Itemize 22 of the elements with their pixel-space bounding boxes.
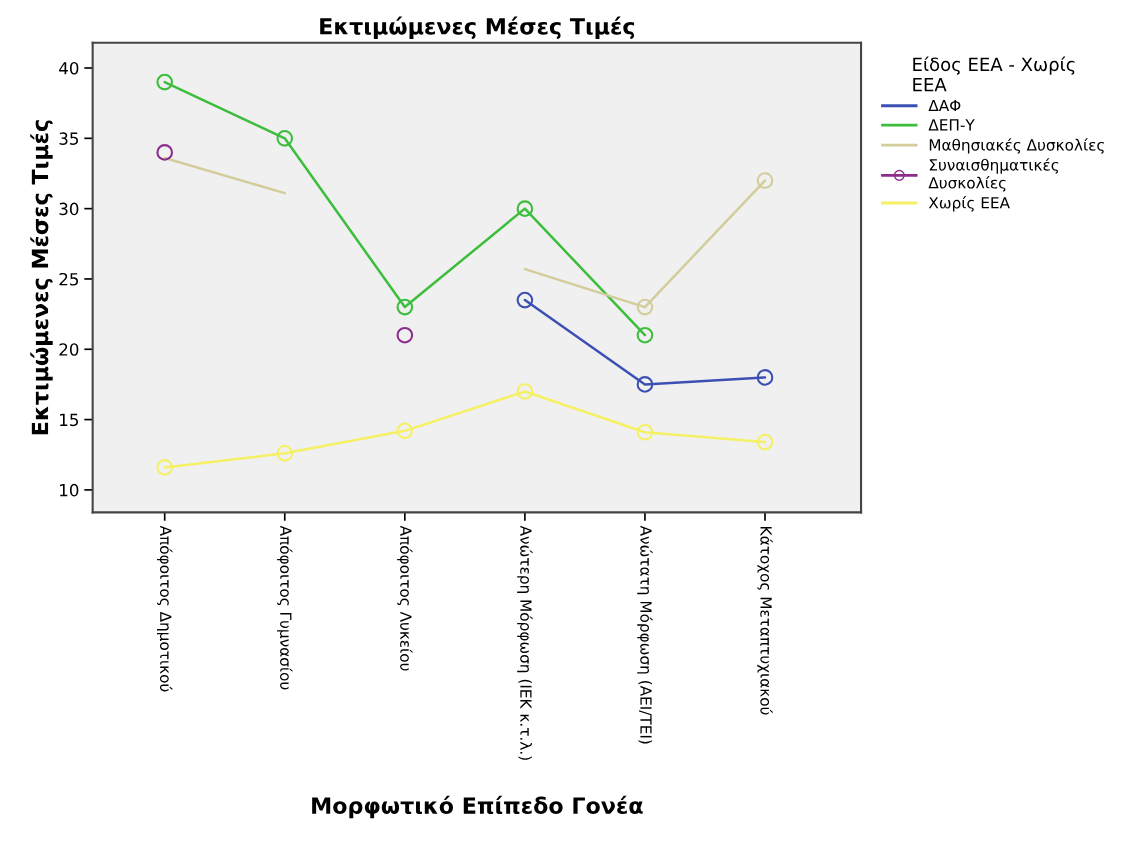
legend-label: Μαθησιακές Δυσκολίες [929,138,1104,154]
y-tick-label: 10 [60,483,79,497]
x-tick-label: Ανώτατη Μόρφωση (ΑΕΙ/ΤΕΙ) [637,525,653,744]
chart-title: Εκτιμώμενες Μέσες Τιμές [320,16,635,40]
x-tick-label: Απόφοιτος Γυμνασίου [277,525,293,690]
legend-label: Συναισθηματικές Δυσκολίες [928,158,1059,192]
y-tick-label: 25 [59,272,79,286]
y-axis-title: Εκτιμώμενες Μέσες Τιμές [30,120,53,435]
x-tick-label: Απόφοιτος Δημοτικού [156,525,173,692]
y-tick-label: 15 [60,413,79,427]
x-tick-label: Ανώτερη Μόρφωση (ΙΕΚ κ.τ.λ.) [517,525,533,760]
y-tick-label: 40 [59,61,79,75]
y-tick-label: 20 [59,343,79,356]
y-tick-label: 30 [59,202,79,216]
x-axis-title: Μορφωτικό Επίπεδο Γονέα [312,795,643,819]
legend-title: Είδος ΕΕΑ - Χωρίς ΕΕΑ [913,56,1075,92]
legend-label: ΔΑΦ [928,99,961,112]
y-tick-label: 35 [59,132,79,145]
x-tick-label: Απόφοιτος Λυκείου [397,525,413,671]
legend-label: Χωρίς ΕΕΑ [928,196,1010,212]
legend-label: ΔΕΠ-Υ [928,119,975,131]
x-tick-label: Κάτοχος Μεταπτυχιακού [757,527,773,715]
